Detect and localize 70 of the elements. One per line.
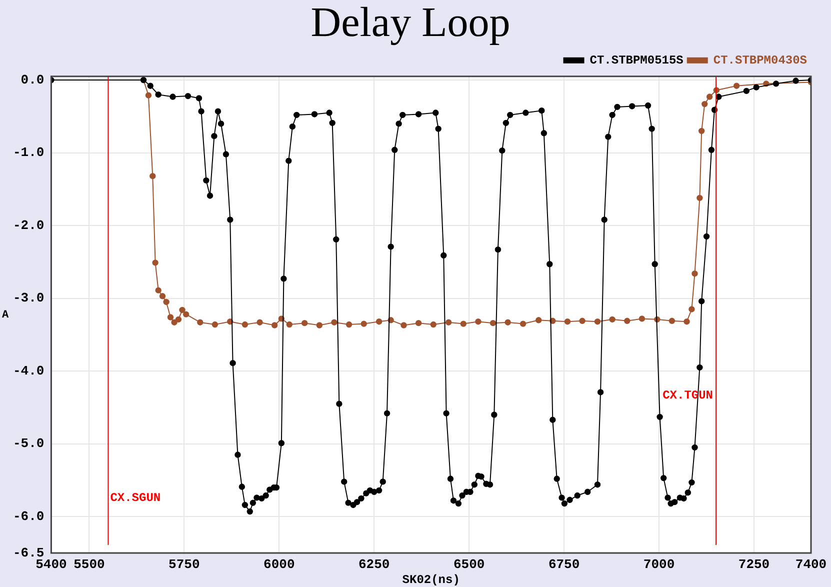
point [182, 311, 190, 318]
point [242, 321, 248, 328]
point [702, 100, 708, 108]
point [163, 298, 170, 306]
point [316, 322, 323, 328]
point [376, 318, 382, 325]
point [624, 318, 630, 324]
y-tick-label: 0.0 [20, 72, 44, 88]
point [475, 318, 482, 325]
point [733, 82, 740, 89]
ref-line-label: CX.SGUN [110, 491, 161, 506]
point [150, 172, 156, 180]
point [271, 322, 278, 328]
point [159, 293, 166, 300]
point [564, 318, 571, 325]
point [152, 260, 158, 266]
point [504, 319, 511, 326]
point [460, 320, 466, 327]
point [286, 321, 292, 328]
point [415, 320, 422, 326]
point [360, 320, 367, 327]
x-tick-label: 6250 [358, 557, 390, 572]
x-tick-label: 6000 [264, 557, 295, 572]
point [400, 322, 407, 328]
x-tick-label: 5750 [168, 557, 200, 572]
point [698, 128, 705, 134]
legend-label: CT.STBPM0515S [590, 53, 684, 68]
x-tick-label: 7400 [795, 557, 827, 572]
point [430, 321, 436, 328]
x-tick-label: 6500 [453, 557, 485, 572]
legend-label: CT.STBPM0430S [713, 53, 808, 68]
point [301, 320, 308, 326]
point [706, 94, 713, 100]
point [684, 318, 690, 325]
point [688, 306, 695, 312]
point [212, 321, 218, 328]
x-tick-label: 6750 [548, 557, 580, 572]
y-tick-label: -2.0 [12, 218, 44, 233]
point [256, 319, 263, 326]
point [145, 92, 152, 98]
point [445, 319, 452, 326]
x-tick-label: 5500 [74, 557, 105, 572]
point [171, 319, 178, 326]
point [594, 318, 601, 325]
point [179, 306, 186, 314]
point [696, 194, 703, 202]
y-tick-label: -4.0 [12, 363, 44, 378]
point [520, 320, 526, 327]
point [609, 316, 616, 323]
point [638, 316, 646, 322]
point [167, 314, 174, 320]
y-tick-label: -5.0 [12, 436, 44, 452]
y-axis-title: A [2, 309, 9, 322]
point [536, 317, 542, 324]
point [346, 321, 352, 328]
y-tick-label: -6.0 [12, 508, 44, 524]
y-tick-label: -3.0 [12, 290, 44, 306]
y-tick-label: -1.0 [12, 145, 44, 160]
point [692, 270, 698, 277]
x-tick-label: 7000 [643, 557, 675, 572]
point [668, 318, 676, 324]
chart-title: Delay Loop [310, 0, 510, 46]
x-axis-title: SK02(ns) [402, 572, 460, 587]
x-tick-label: 7250 [738, 557, 770, 572]
point [490, 320, 496, 326]
point [331, 319, 338, 326]
point [175, 316, 182, 323]
point [155, 287, 162, 294]
point [579, 318, 586, 324]
point [197, 319, 204, 326]
